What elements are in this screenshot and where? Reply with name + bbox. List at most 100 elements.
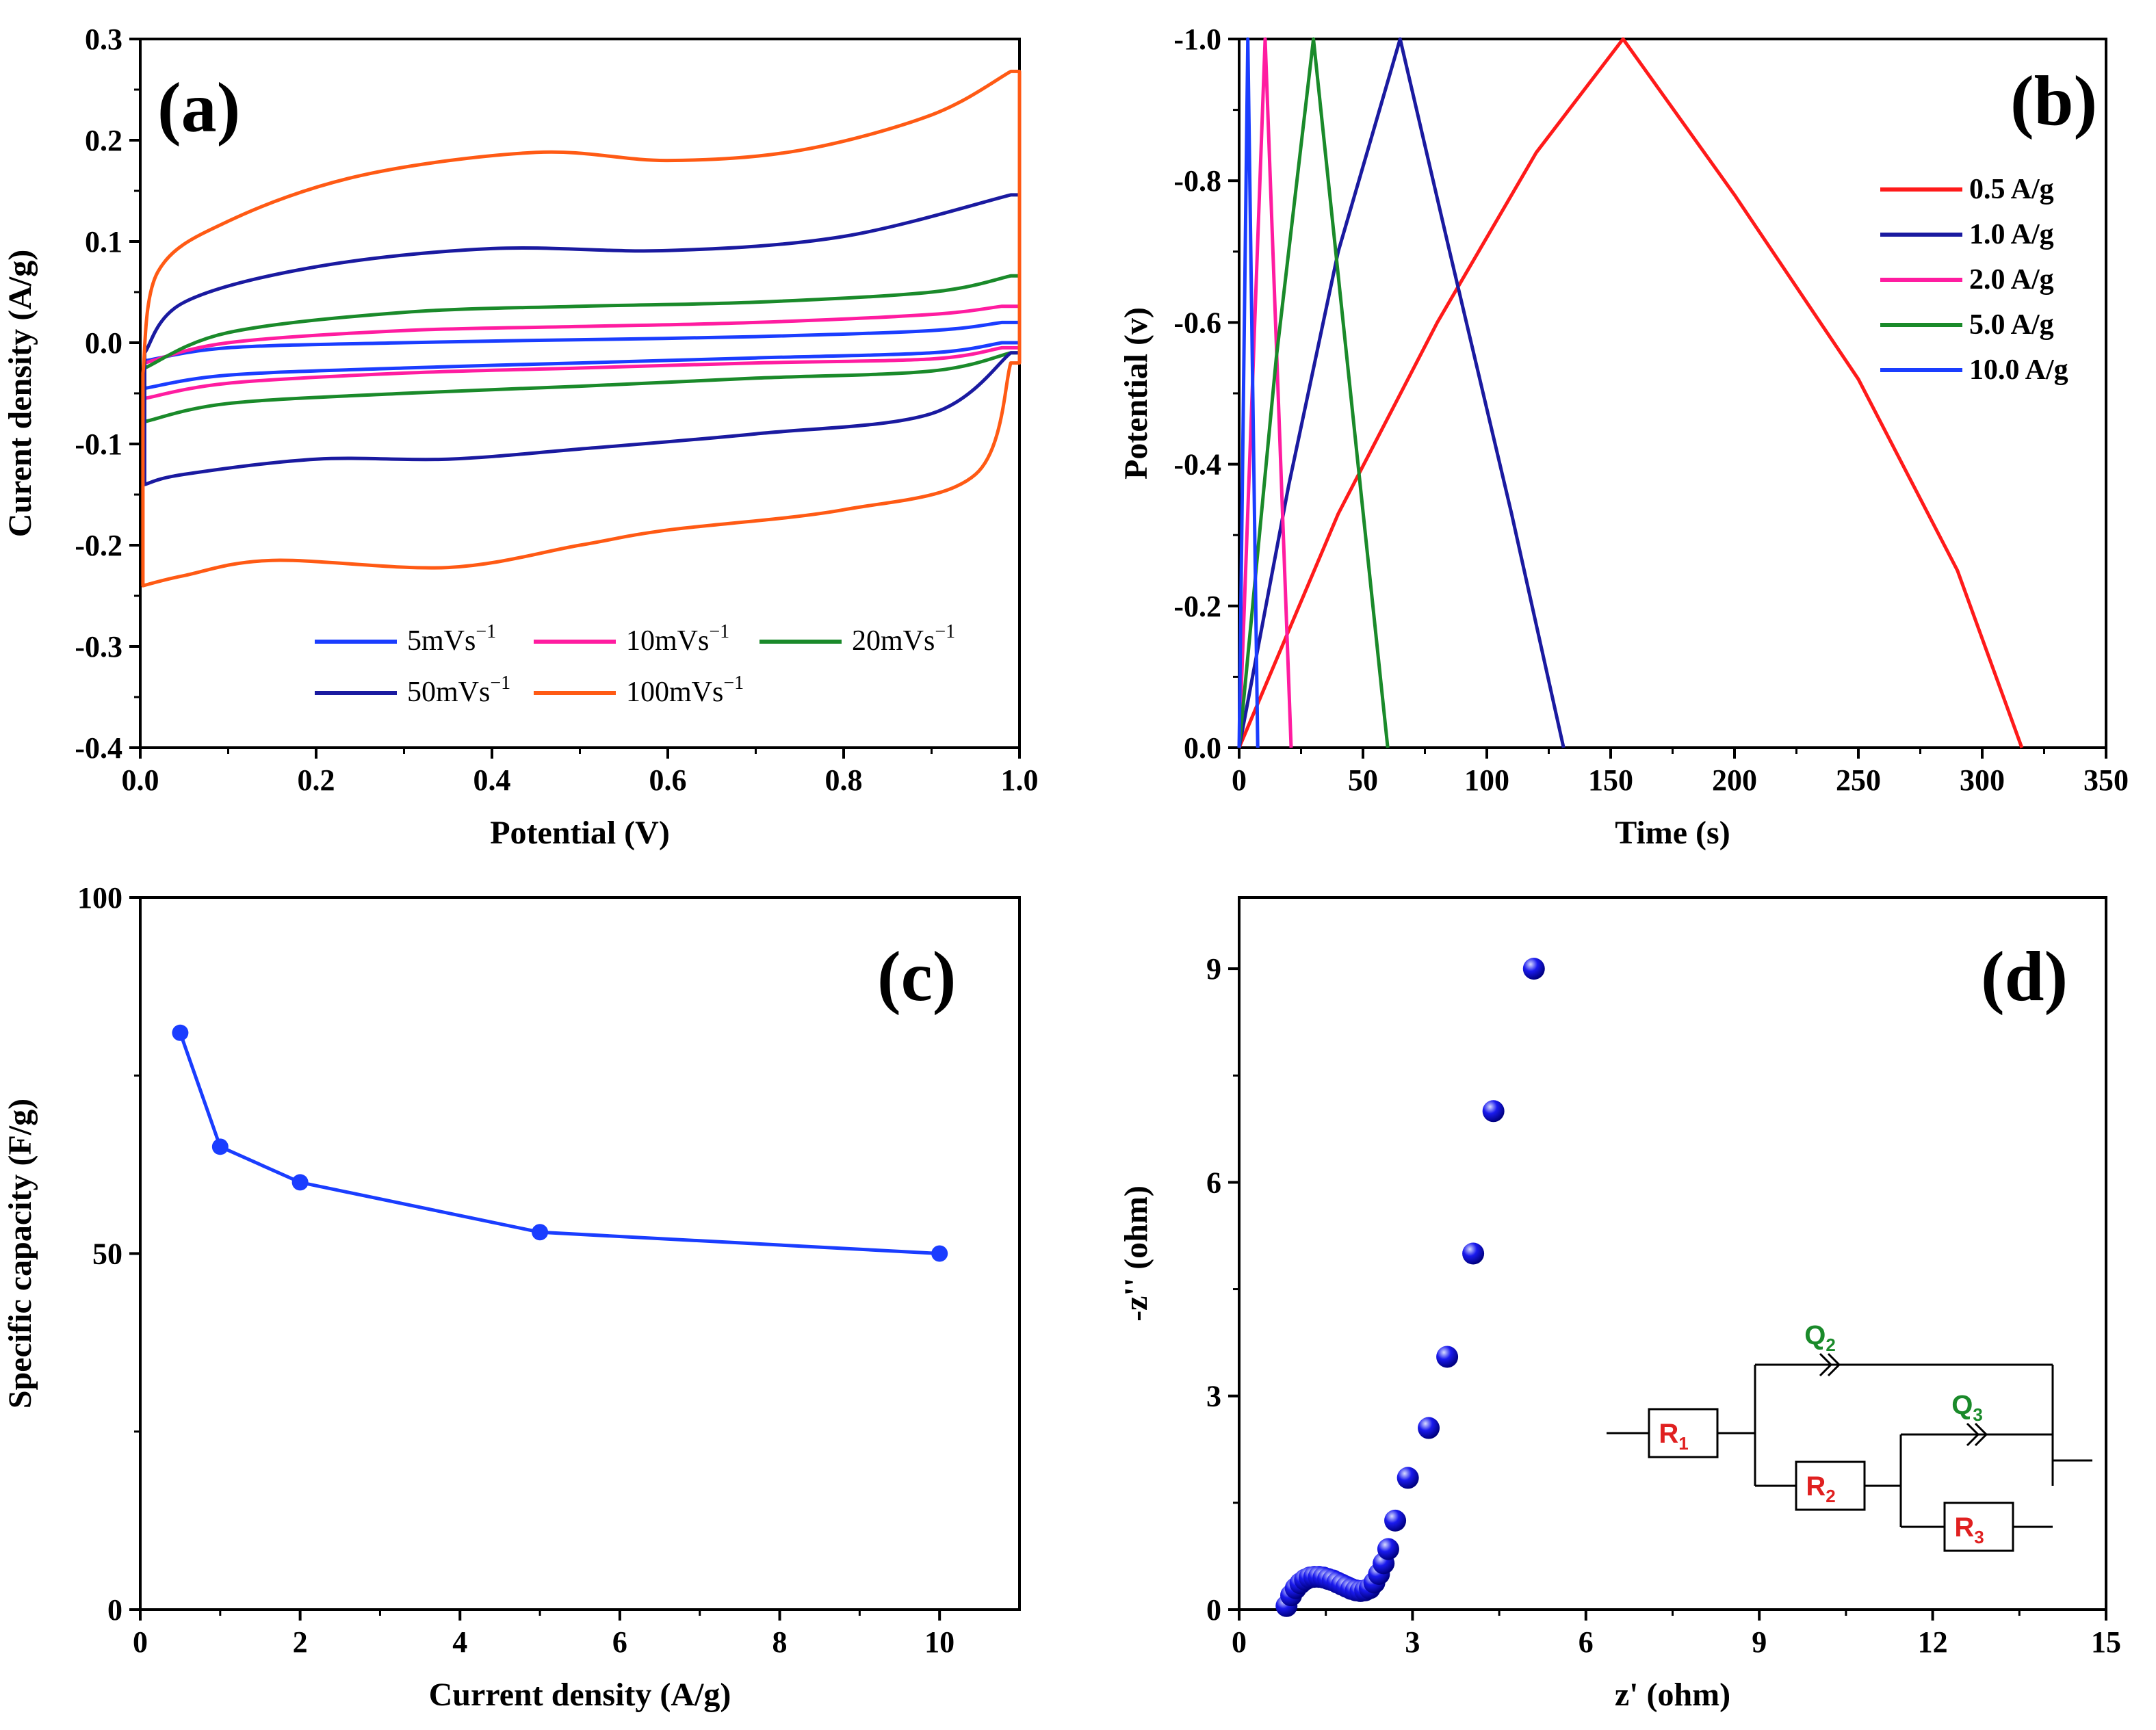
y-axis-label: Curent density (A/g) <box>2 250 38 537</box>
cpe-chevron <box>1819 1352 1833 1377</box>
x-axis-label: z' (ohm) <box>1615 1677 1730 1713</box>
x-tick-label: 0 <box>1232 1625 1247 1659</box>
x-tick-label: 0.8 <box>825 763 863 797</box>
cpe-chevron <box>1966 1422 1980 1447</box>
y-tick-label: 9 <box>1206 952 1221 986</box>
legend-entry: 100mVs−1 <box>626 672 744 708</box>
x-tick-label: 150 <box>1588 763 1633 797</box>
x-tick-label: 0 <box>1232 763 1247 797</box>
equivalent-circuit: R1 R2 R3 Q2 Q3 <box>1607 1320 2092 1552</box>
panel-a: 0.0 0.2 0.4 0.6 0.8 1.0 -0.4 -0.3 -0.2 -0.1 0.0 0.1… <box>2 23 1039 851</box>
y-tick-label: 3 <box>1206 1380 1221 1413</box>
y-tick-label: 0 <box>107 1593 122 1627</box>
cv-loop-20mvs <box>142 274 1022 423</box>
x-axis-label: Potential (V) <box>490 815 670 851</box>
x-tick-label: 6 <box>1579 1625 1594 1659</box>
x-tick-label: 15 <box>2091 1625 2121 1659</box>
resistor-label: R3 <box>1954 1512 1984 1547</box>
legend-entry: 10.0 A/g <box>1969 354 2068 386</box>
capacity-point <box>291 1174 309 1191</box>
legend-entry: 10mVs−1 <box>626 621 729 657</box>
legend-entry: 50mVs−1 <box>407 672 510 708</box>
legend-entry: 0.5 A/g <box>1969 174 2054 205</box>
cv-loop-50mvs <box>142 193 1022 486</box>
eis-point <box>1377 1538 1399 1560</box>
y-tick-label: 100 <box>77 881 122 915</box>
y-tick-label: 0 <box>1206 1593 1221 1627</box>
capacity-point <box>532 1224 549 1241</box>
legend-entry: 5.0 A/g <box>1969 309 2054 341</box>
y-axis-label: Specific capacity (F/g) <box>2 1099 38 1408</box>
panel-label-b: (b) <box>2010 62 2097 140</box>
y-tick-label: 0.1 <box>85 225 122 259</box>
x-tick-label: 0 <box>133 1625 148 1659</box>
x-tick-label: 50 <box>1348 763 1378 797</box>
x-tick-label: 8 <box>772 1625 788 1659</box>
eis-point <box>1522 958 1545 980</box>
y-tick-label: -0.1 <box>75 428 122 461</box>
x-tick-label: 350 <box>2083 763 2129 797</box>
gcd-curve-100ag <box>1237 37 1260 748</box>
x-tick-label: 300 <box>1960 763 2005 797</box>
y-tick-label: 0.3 <box>85 23 122 56</box>
x-tick-label: 4 <box>452 1625 467 1659</box>
resistor-label: R2 <box>1806 1471 1835 1506</box>
x-tick-label: 0.4 <box>473 763 511 797</box>
capacity-point <box>211 1138 229 1155</box>
x-tick-label: 200 <box>1712 763 1757 797</box>
legend-entry: 2.0 A/g <box>1969 264 2054 296</box>
x-tick-label: 100 <box>1464 763 1509 797</box>
resistor-box <box>1943 1502 2014 1552</box>
eis-point <box>1436 1346 1459 1368</box>
x-tick-label: 10 <box>924 1625 954 1659</box>
x-tick-label: 0.2 <box>298 763 335 797</box>
capacity-point <box>172 1024 189 1041</box>
gcd-curve-05ag <box>1237 37 2024 748</box>
capacity-line <box>179 1032 940 1255</box>
resistor-box <box>1648 1408 1719 1458</box>
eis-point <box>1462 1242 1485 1265</box>
y-tick-label: -0.8 <box>1173 164 1221 198</box>
x-tick-label: 6 <box>612 1625 627 1659</box>
cpe-label: Q3 <box>1951 1390 1983 1425</box>
x-tick-label: 250 <box>1836 763 1881 797</box>
y-tick-label: -0.3 <box>75 630 122 664</box>
eis-point <box>1397 1467 1419 1489</box>
legend-entry: 1.0 A/g <box>1969 219 2054 250</box>
y-tick-label: -0.6 <box>1173 306 1221 339</box>
y-tick-label: 0.0 <box>1184 731 1221 765</box>
y-axis-label: Potential (v) <box>1118 307 1154 480</box>
x-tick-label: 3 <box>1405 1625 1420 1659</box>
x-tick-label: 2 <box>293 1625 308 1659</box>
y-axis-label: -z'' (ohm) <box>1118 1185 1154 1322</box>
cpe-chevron <box>1827 1352 1841 1377</box>
resistor-box <box>1795 1460 1866 1511</box>
x-tick-label: 9 <box>1752 1625 1767 1659</box>
eis-point <box>1418 1417 1440 1439</box>
legend-a: 5mVs−1 10mVs−1 20mVs−1 50mVs−1 100mVs−1 <box>315 621 955 708</box>
y-tick-label: 6 <box>1206 1166 1221 1199</box>
gcd-curve-10ag <box>1237 37 1566 748</box>
y-tick-label: -0.2 <box>1173 590 1221 623</box>
y-tick-label: -0.4 <box>1173 448 1221 482</box>
legend-entry: 5mVs−1 <box>407 621 496 657</box>
x-tick-label: 1.0 <box>1001 763 1039 797</box>
legend-entry: 20mVs−1 <box>852 621 955 657</box>
cpe-chevron <box>1974 1422 1988 1447</box>
gcd-curve-20ag <box>1237 37 1293 748</box>
gcd-curve-50ag <box>1237 37 1390 748</box>
legend-b: 0.5 A/g 1.0 A/g 2.0 A/g 5.0 A/g 10.0 A/g <box>1880 174 2068 386</box>
capacity-point <box>931 1245 948 1262</box>
x-tick-label: 12 <box>1918 1625 1948 1659</box>
cv-loop-100mvs <box>141 69 1022 588</box>
eis-point <box>1384 1509 1407 1532</box>
panel-label-a: (a) <box>157 68 240 147</box>
y-tick-label: -1.0 <box>1173 23 1221 56</box>
panel-label-c: (c) <box>877 937 956 1016</box>
eis-point <box>1482 1100 1505 1123</box>
panel-b: 0 50 100 150 200 250 300 350 0.0 -0.2 -0.4 -0.6 -0.8… <box>1118 23 2129 851</box>
y-tick-label: 0.2 <box>85 124 122 157</box>
x-axis-label: Time (s) <box>1615 815 1730 851</box>
